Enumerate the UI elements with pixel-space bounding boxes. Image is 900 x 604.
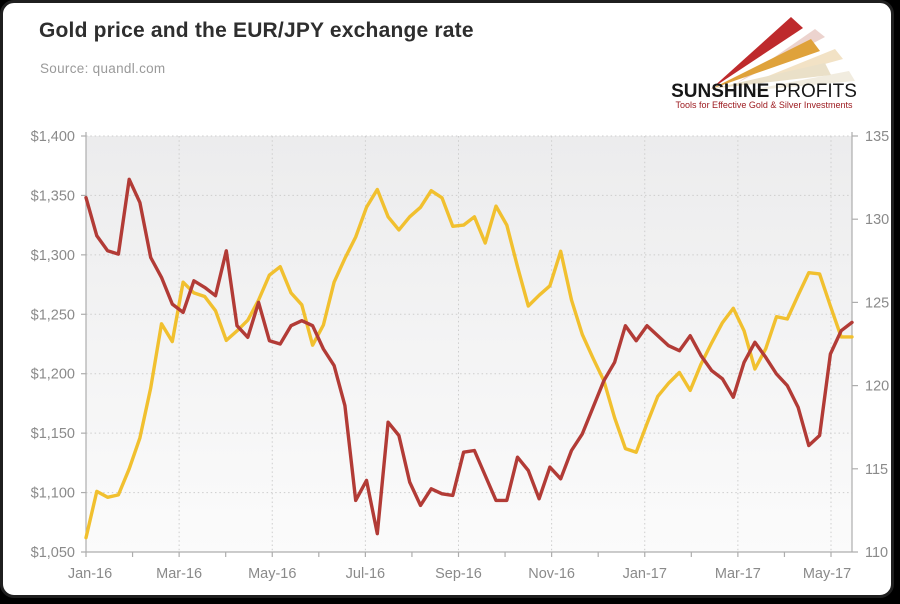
right-axis-label: 120 [865,379,889,395]
sunshine-profits-logo: SUNSHINE PROFITS Tools for Effective Gol… [659,7,869,111]
x-axis-label: Jul-16 [346,566,386,582]
plot-background [86,136,852,552]
x-axis-label: May-17 [803,566,851,582]
series-line-gold-price [84,187,854,540]
sunshine-rays-icon: SUNSHINE PROFITS Tools for Effective Gol… [671,17,857,110]
left-axis-label: $1,200 [31,367,75,383]
left-axis-label: $1,350 [31,188,75,204]
x-axis-label: Nov-16 [528,566,575,582]
x-axis-label: Jan-17 [623,566,667,582]
right-axis-label: 115 [865,462,888,478]
left-axis-label: $1,300 [31,248,75,264]
x-axis-label: May-16 [248,566,296,582]
right-axis-label: 125 [865,295,889,311]
right-axis-label: 110 [865,545,888,561]
x-axis-label: Sep-16 [435,566,482,582]
left-axis-label: $1,100 [31,486,75,502]
logo-wordmark-light: PROFITS [769,81,857,102]
right-axis-label: 135 [865,129,889,145]
logo-wordmark-bold: SUNSHINE [671,81,769,102]
page-title: Gold price and the EUR/JPY exchange rate [39,19,474,42]
left-axis-label: $1,250 [31,307,75,323]
x-axis-label: Mar-17 [715,566,761,582]
axis-tick-labels: $1,050 $1,100 $1,150 $1,200 $1,250 $1,300 $1,3… [31,129,890,582]
gridlines [86,135,852,552]
logo-wordmark: SUNSHINE PROFITS [671,81,857,102]
right-axis-label: 130 [865,212,889,228]
left-axis-label: $1,400 [31,129,75,145]
chart-area: $1,050 $1,100 $1,150 $1,200 $1,250 $1,300 $1,3… [3,3,891,595]
left-axis-label: $1,050 [31,545,75,561]
dual-axis-line-chart: $1,050 $1,100 $1,150 $1,200 $1,250 $1,300 $1,3… [31,129,890,582]
series-line-eur-jpy [84,177,854,536]
source-label: Source: quandl.com [40,61,166,76]
x-axis-label: Jan-16 [68,566,112,582]
left-axis-label: $1,150 [31,426,75,442]
x-axis-label: Mar-16 [156,566,202,582]
logo-tagline: Tools for Effective Gold & Silver Invest… [676,100,853,110]
